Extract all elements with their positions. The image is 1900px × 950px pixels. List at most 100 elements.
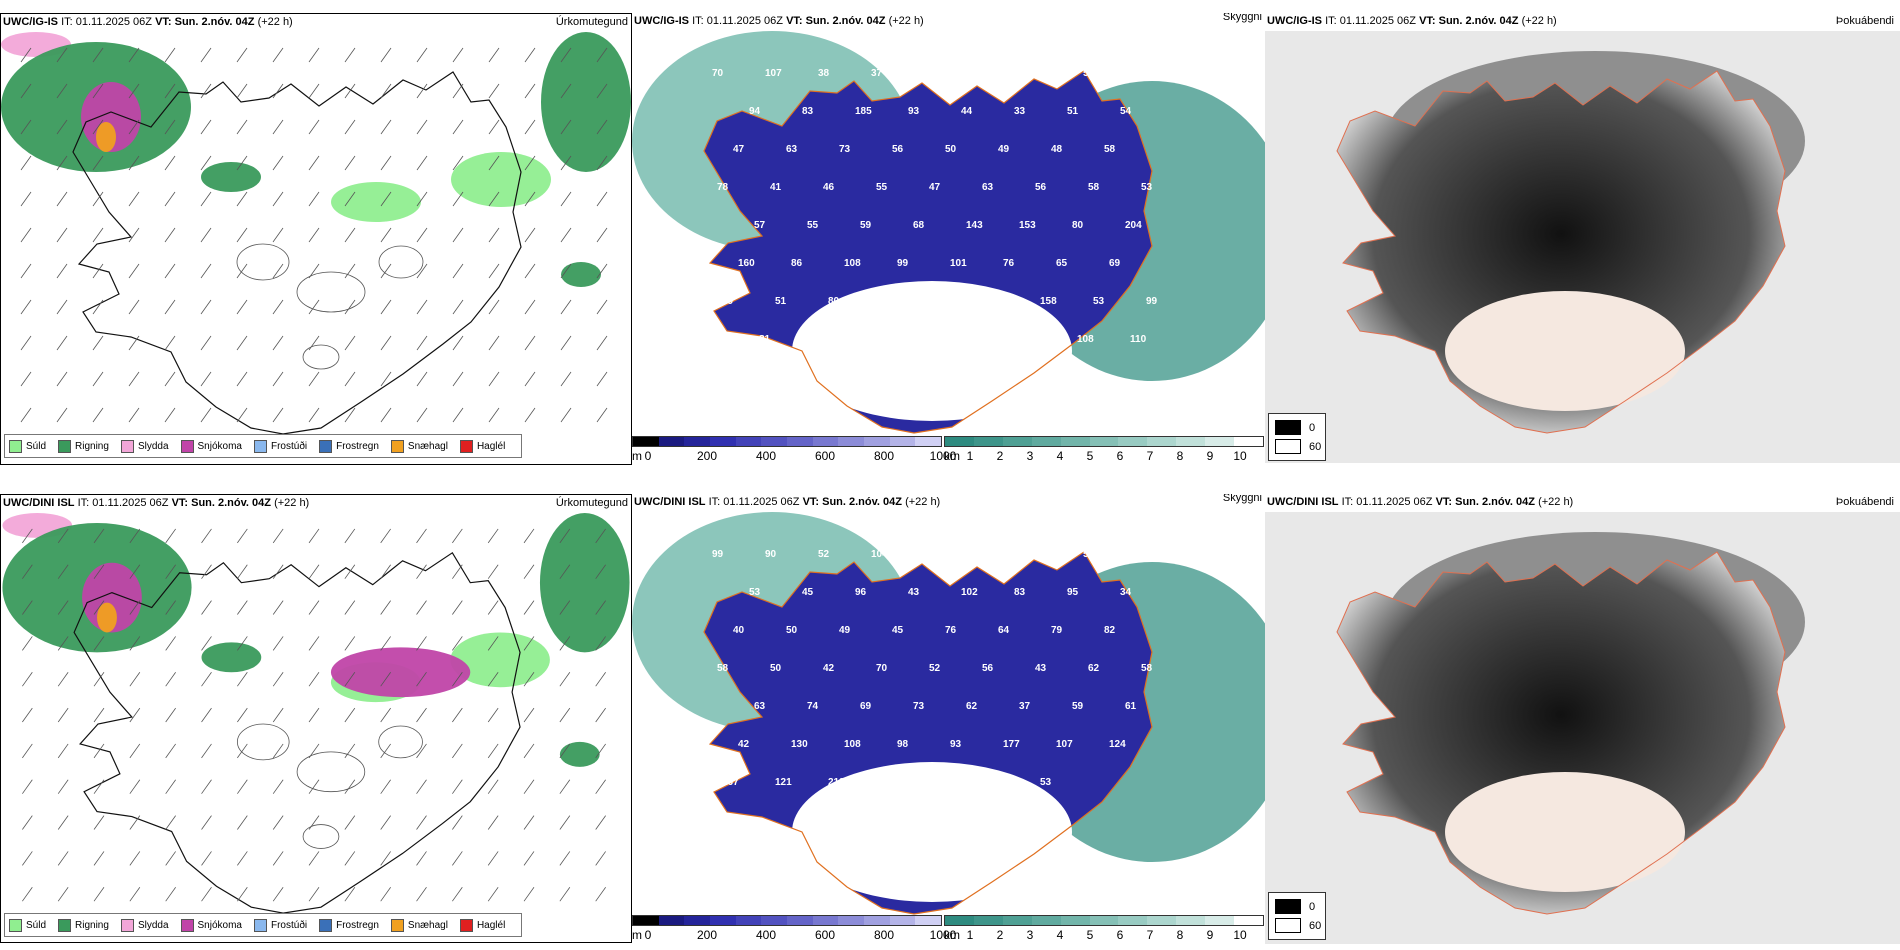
fog-legend-label: 0 bbox=[1309, 900, 1316, 913]
colorbar-tick: 1 bbox=[966, 449, 974, 463]
wind-barb bbox=[236, 407, 248, 423]
cloud-base-value: 108 bbox=[1077, 334, 1094, 345]
wind-barb bbox=[93, 851, 105, 866]
wind-barb bbox=[164, 119, 176, 135]
wind-barb bbox=[452, 815, 463, 830]
wind-barb bbox=[452, 887, 463, 902]
fog-indicator-map bbox=[1265, 512, 1900, 944]
clear-area bbox=[1445, 772, 1685, 892]
colorbar-tick: 9 bbox=[1206, 928, 1214, 942]
lead-time: (+22 h) bbox=[274, 497, 310, 509]
wind-barb bbox=[380, 707, 391, 723]
iceland-coastline bbox=[72, 71, 522, 435]
wind-barb bbox=[129, 707, 141, 723]
wind-barb bbox=[92, 227, 104, 243]
wind-barb bbox=[201, 672, 212, 687]
wind-barb bbox=[165, 779, 176, 794]
wind-barb bbox=[164, 299, 176, 315]
wind-barb bbox=[380, 779, 391, 794]
colorbar-tick: 10 bbox=[1233, 449, 1247, 463]
cloud-base-value: 55 bbox=[807, 220, 819, 231]
legend-swatch bbox=[459, 439, 473, 453]
wind-barb bbox=[380, 815, 391, 830]
model-name: UWC/IG-IS bbox=[1267, 15, 1322, 27]
colorbar-segment bbox=[973, 437, 1003, 446]
cloud-base-value: 58 bbox=[717, 663, 729, 674]
wind-barb bbox=[164, 335, 176, 351]
colorbar-unit: km bbox=[944, 449, 960, 463]
colorbar-unit: km bbox=[944, 928, 960, 942]
wind-barb bbox=[487, 636, 499, 651]
fog-legend: 0 60 bbox=[1268, 892, 1326, 940]
cloud-base-value: 47 bbox=[929, 182, 941, 193]
wind-barb bbox=[380, 299, 392, 315]
cloud-base-value: 83 bbox=[987, 777, 999, 788]
wind-barb bbox=[272, 779, 284, 794]
wind-barb bbox=[165, 851, 176, 866]
colorbar-segment bbox=[710, 437, 736, 446]
init-time: 01.11.2025 06Z bbox=[92, 497, 169, 509]
wind-barb bbox=[200, 407, 212, 423]
wind-barb bbox=[488, 371, 500, 387]
panel-title: Úrkomutegund bbox=[555, 497, 628, 509]
cloud-base-value: 121 bbox=[775, 777, 792, 788]
cloud-base-value: 59 bbox=[860, 220, 872, 231]
wind-barb bbox=[416, 779, 427, 794]
precip-area bbox=[451, 152, 551, 207]
cloud-base-value: 78 bbox=[881, 777, 893, 788]
cloud-base-value: 59 bbox=[1072, 701, 1084, 712]
wind-barb bbox=[380, 83, 392, 99]
wind-barb bbox=[596, 263, 608, 279]
cloud-base-value: 96 bbox=[971, 334, 983, 345]
wind-barb bbox=[488, 155, 500, 171]
wind-barb bbox=[596, 407, 608, 423]
wind-barb bbox=[344, 335, 356, 351]
wind-barb bbox=[93, 528, 105, 544]
cloud-base-value: 59 bbox=[924, 549, 936, 560]
wind-barb bbox=[452, 299, 464, 315]
valid-time: Sun. 2.nóv. 04Z bbox=[1455, 496, 1535, 508]
colorbar-segment bbox=[838, 916, 865, 925]
wind-barb bbox=[559, 600, 571, 615]
wind-barb bbox=[559, 672, 571, 687]
visibility-panel-bottom: UWC/DINI ISL IT: 01.11.2025 06Z VT: Sun.… bbox=[632, 494, 1265, 946]
cloud-base-value: 34 bbox=[1120, 587, 1132, 598]
cloud-base-value: 73 bbox=[839, 144, 851, 155]
wind-barb bbox=[523, 528, 535, 544]
cloud-base-value: 69 bbox=[860, 701, 872, 712]
height-colorbar-strip bbox=[632, 915, 942, 926]
valid-time: Sun. 2.nóv. 04Z bbox=[191, 497, 271, 509]
wind-barb bbox=[416, 851, 427, 866]
wind-barb bbox=[380, 887, 391, 902]
cloud-base-value: 130 bbox=[791, 739, 808, 750]
cloud-base-value: 58 bbox=[1088, 182, 1100, 193]
legend-item: Frostúði bbox=[253, 439, 308, 453]
legend-label: Frostregn bbox=[336, 440, 379, 452]
cloud-base-value: 49 bbox=[839, 625, 851, 636]
legend-item: Haglél bbox=[459, 439, 505, 453]
legend-label: Frostúði bbox=[270, 440, 308, 452]
wind-barb bbox=[344, 263, 356, 279]
colorbar-segment bbox=[1060, 916, 1090, 925]
wind-barb bbox=[165, 600, 176, 615]
wind-barb bbox=[93, 672, 105, 687]
wind-barb bbox=[344, 636, 356, 651]
cloud-base-value: 204 bbox=[1125, 220, 1142, 231]
visibility-panel-top: UWC/IG-IS IT: 01.11.2025 06Z VT: Sun. 2.… bbox=[632, 13, 1265, 465]
cloud-base-value: 76 bbox=[1003, 258, 1015, 269]
legend-label: Frostúði bbox=[270, 919, 308, 931]
legend-swatch bbox=[319, 918, 333, 932]
model-name: UWC/DINI ISL bbox=[634, 496, 706, 508]
precip-area bbox=[561, 262, 601, 287]
wind-barb bbox=[416, 815, 427, 830]
wind-barb bbox=[559, 851, 571, 866]
precip-area bbox=[96, 122, 116, 152]
panel-header: UWC/IG-IS IT: 01.11.2025 06Z VT: Sun. 2.… bbox=[1, 14, 631, 31]
colorbar-tick: 10 bbox=[1233, 928, 1247, 942]
colorbar-tick: 600 bbox=[814, 449, 836, 463]
cloud-base-value: 129 bbox=[743, 372, 760, 383]
wind-barb bbox=[20, 191, 32, 207]
wind-barb bbox=[200, 155, 212, 171]
fog-legend-item: 60 bbox=[1275, 918, 1321, 933]
wind-barb bbox=[308, 335, 320, 351]
